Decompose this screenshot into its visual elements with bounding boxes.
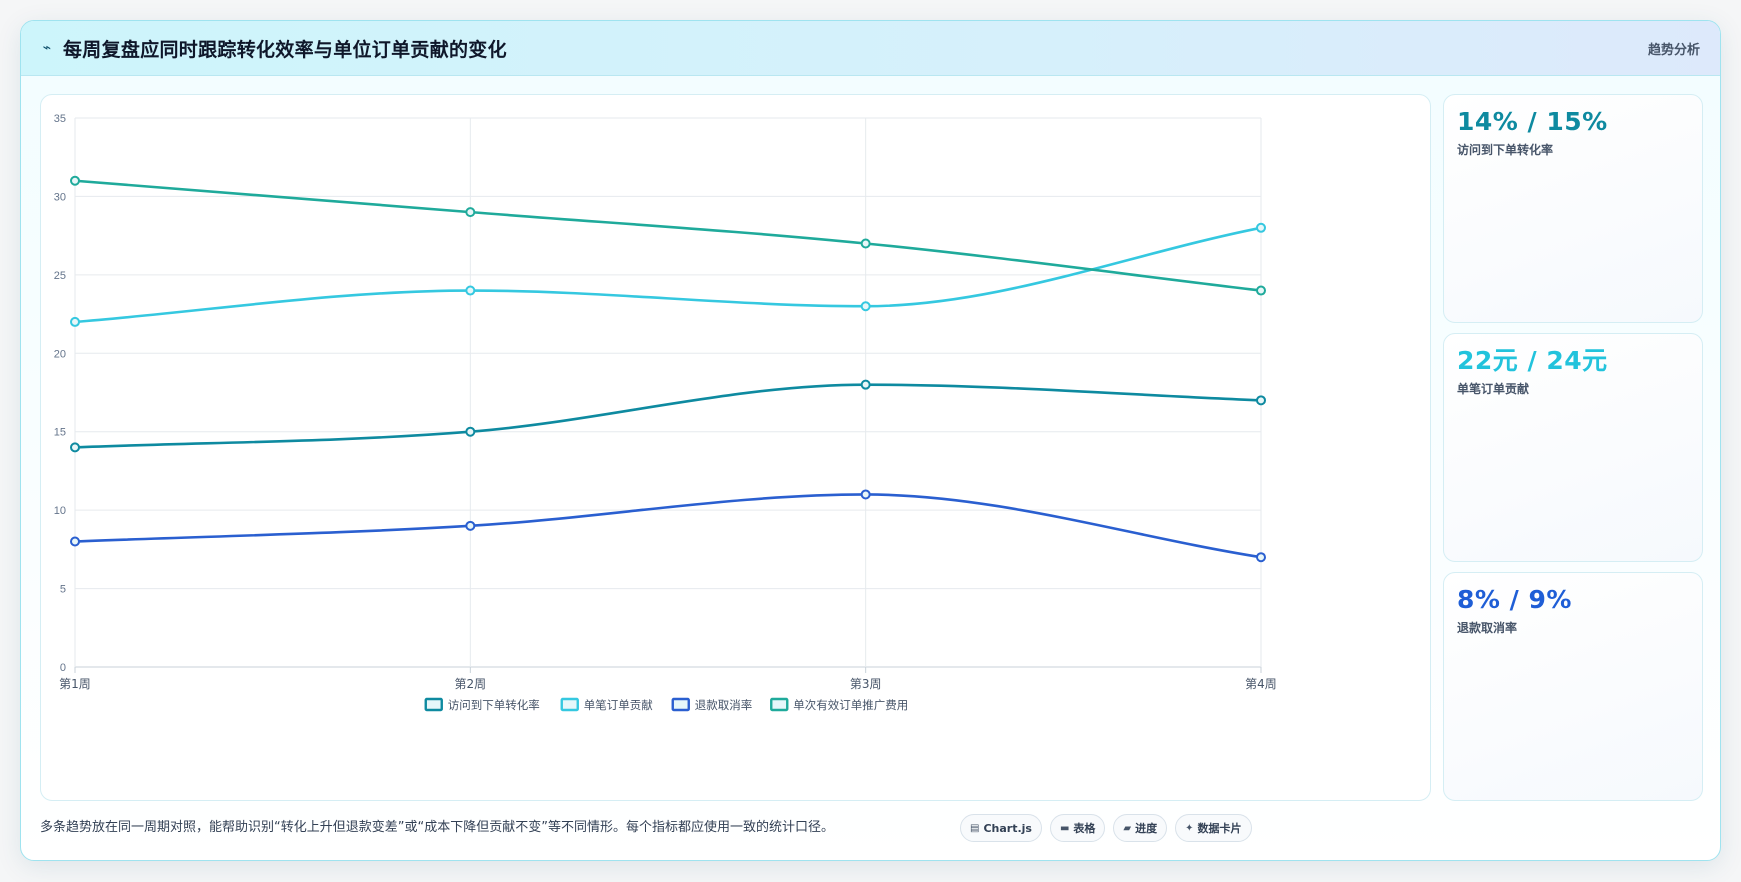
y-tick-label: 35 (54, 113, 66, 125)
data-point (860, 238, 871, 249)
card-header: ⌁ 每周复盘应同时跟踪转化效率与单位订单贡献的变化 趋势分析 (21, 21, 1720, 76)
x-tick-label: 第1周 (59, 677, 91, 691)
chart-panel: 0 5 10 15 20 25 30 35 第1周 第2周 第3周 第4周访问到下单转化率 单笔订单贡献… (40, 94, 1431, 801)
y-tick-label: 15 (54, 427, 66, 439)
chip-progress[interactable]: ▰ 进度 (1113, 814, 1168, 842)
legend-swatch (770, 697, 789, 712)
series-line (73, 493, 1263, 559)
chip-data-card[interactable]: ✦ 数据卡片 (1175, 814, 1252, 842)
data-point (860, 301, 871, 312)
chip-table[interactable]: ▬ 表格 (1049, 814, 1106, 842)
series-line (73, 179, 1263, 292)
y-tick-label: 30 (54, 191, 66, 203)
chip-label: 数据卡片 (1197, 822, 1242, 835)
title-group: ⌁ 每周复盘应同时跟踪转化效率与单位订单贡献的变化 (41, 35, 507, 62)
chip-chartjs[interactable]: ▤ Chart.js (960, 814, 1042, 842)
x-tick-label: 第3周 (850, 677, 882, 691)
stat-label: 单笔订单贡献 (1457, 382, 1530, 396)
stat-card-order-contribution: 22元 / 24元 单笔订单贡献 (1443, 333, 1703, 562)
series-line (73, 383, 1263, 449)
data-point (1256, 395, 1266, 406)
y-tick-label: 0 (60, 662, 66, 674)
stat-card-refund-rate: 8% / 9% 退款取消率 (1443, 572, 1703, 801)
sparkle-icon: ✦ (1185, 822, 1194, 834)
y-tick-label: 20 (54, 348, 66, 360)
legend-label: 退款取消率 (695, 698, 753, 712)
data-point (465, 520, 476, 531)
data-point (70, 175, 80, 186)
stat-value: 22元 / 24元 (1457, 346, 1608, 375)
data-point (70, 442, 80, 453)
stat-card-conversion: 14% / 15% 访问到下单转化率 (1443, 94, 1703, 323)
dashboard-card: ⌁ 每周复盘应同时跟踪转化效率与单位订单贡献的变化 趋势分析 0 5 10 15 20 2… (20, 20, 1721, 861)
chip-label: 进度 (1135, 822, 1158, 835)
header-tag: 趋势分析 (1647, 42, 1700, 58)
data-point (465, 426, 476, 437)
page-title: 每周复盘应同时跟踪转化效率与单位订单贡献的变化 (63, 38, 507, 61)
x-tick-label: 第2周 (455, 677, 487, 691)
data-point (70, 536, 80, 547)
data-point (465, 285, 476, 296)
chip-row: ▤ Chart.js ▬ 表格 ▰ 进度 ✦ 数据卡片 (960, 814, 1252, 842)
y-tick-label: 10 (54, 505, 66, 517)
series-line (73, 226, 1263, 324)
data-point (465, 207, 476, 218)
progress-icon: ▰ (1123, 822, 1132, 834)
data-point (1256, 285, 1266, 296)
y-tick-label: 5 (60, 584, 66, 596)
stat-label: 退款取消率 (1457, 621, 1518, 635)
table-icon: ▬ (1059, 822, 1070, 834)
data-point (860, 379, 871, 390)
y-tick-label: 25 (54, 270, 66, 282)
stat-label: 访问到下单转化率 (1457, 143, 1554, 157)
chip-label: 表格 (1073, 822, 1096, 835)
x-tick-label: 第4周 (1245, 677, 1277, 691)
chart-icon: ▤ (970, 822, 980, 834)
legend-label: 访问到下单转化率 (448, 698, 540, 712)
stat-value: 8% / 9% (1457, 585, 1572, 614)
data-point (70, 316, 80, 327)
data-point (860, 489, 871, 500)
data-point (1256, 222, 1266, 233)
legend-label: 单次有效订单推广费用 (793, 698, 908, 712)
legend-label: 单笔订单贡献 (584, 698, 653, 712)
legend-swatch (560, 697, 579, 712)
legend-swatch (671, 697, 690, 712)
bolt-icon: ⌁ (42, 40, 52, 56)
legend-swatch (424, 697, 443, 712)
data-point (1256, 552, 1266, 563)
chip-label: Chart.js (983, 821, 1032, 835)
stat-value: 14% / 15% (1457, 107, 1608, 136)
footer-note: 多条趋势放在同一周期对照，能帮助识别“转化上升但退款变差”或“成本下降但贡献不变… (40, 820, 834, 835)
